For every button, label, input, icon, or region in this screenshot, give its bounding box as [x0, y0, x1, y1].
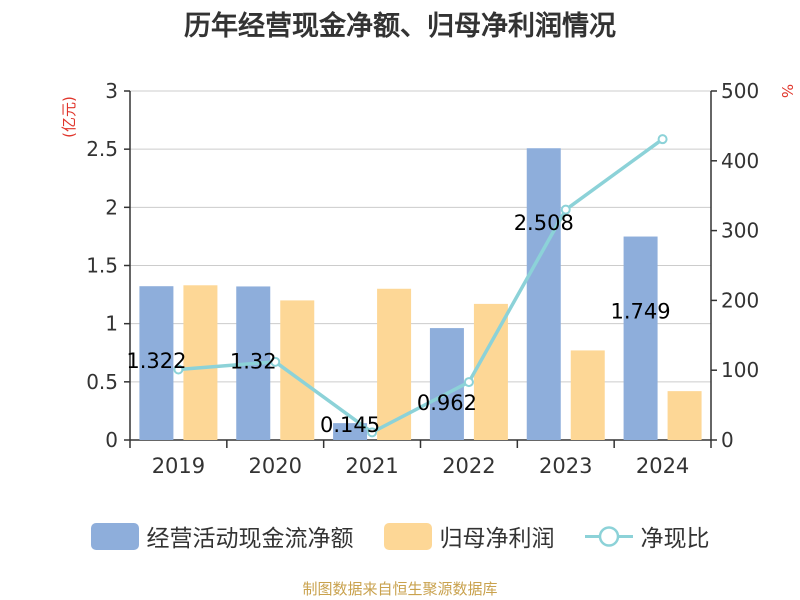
legend-label-ratio: 净现比	[640, 526, 710, 552]
ratio-point	[367, 427, 378, 438]
bar-cash	[333, 423, 368, 440]
y-left-tick-label: 0	[105, 428, 118, 452]
bar-profit	[570, 350, 605, 440]
legend: 经营活动现金流净额 归母净利润 净现比	[0, 514, 800, 558]
x-tick-label: 2024	[636, 454, 689, 478]
ratio-line	[173, 134, 668, 438]
bar-cash	[526, 148, 561, 440]
legend-swatch-profit	[383, 522, 432, 550]
x-tick-label: 2020	[249, 454, 302, 478]
data-label-cash: 1.749	[611, 300, 671, 324]
x-tick-label: 2019	[152, 454, 205, 478]
ratio-point	[463, 377, 474, 388]
y-left-tick-label: 3	[105, 79, 118, 103]
bars	[139, 148, 702, 440]
legend-item-profit[interactable]: 归母净利润	[383, 519, 555, 553]
x-tick-label: 2023	[539, 454, 592, 478]
source-note: 制图数据来自恒生聚源数据库	[302, 580, 498, 598]
data-label-cash: 1.322	[126, 349, 186, 373]
bar-cash	[623, 236, 658, 440]
y-right-tick-label: 200	[721, 288, 759, 312]
gridlines	[130, 90, 711, 383]
ratio-series-line	[178, 137, 664, 435]
data-label-cash: 0.962	[417, 391, 477, 415]
x-tick-label: 2021	[345, 454, 398, 478]
bar-cash	[139, 286, 174, 440]
legend-swatch-cash	[90, 522, 139, 550]
y-left-unit: (亿元)	[60, 96, 78, 138]
legend-item-ratio[interactable]: 净现比	[584, 519, 710, 553]
y-left-tick-label: 1.5	[86, 254, 118, 278]
y-right-tick-label: 400	[721, 149, 759, 173]
bar-profit	[183, 285, 218, 440]
data-label-cash: 2.508	[514, 211, 574, 235]
y-left-tick-label: 2	[105, 195, 118, 219]
data-labels: 1.322 1.32 0.145 0.962 2.508 1.749	[126, 211, 670, 437]
legend-item-cash[interactable]: 经营活动现金流净额	[90, 519, 354, 553]
legend-label-profit: 归母净利润	[439, 526, 555, 552]
y-right-tick-label: 100	[721, 358, 759, 382]
chart-title: 历年经营现金净额、归母净利润情况	[184, 11, 616, 42]
legend-label-cash: 经营活动现金流净额	[146, 526, 354, 552]
y-left-tick-label: 2.5	[86, 137, 118, 161]
legend-swatch-ratio	[584, 525, 633, 547]
bar-cash	[429, 328, 464, 440]
bar-profit	[377, 288, 412, 440]
data-label-cash: 1.32	[230, 349, 277, 373]
data-label-cash: 0.145	[320, 413, 380, 437]
y-right-tick-label: 500	[721, 79, 759, 103]
ratio-point	[657, 134, 668, 145]
ratio-point	[270, 356, 281, 367]
y-right-tick-label: 0	[721, 428, 734, 452]
bar-profit	[667, 391, 702, 440]
y-right-unit: %	[778, 84, 796, 98]
x-tick-label: 2022	[442, 454, 495, 478]
y-left-tick-label: 0.5	[86, 370, 118, 394]
ratio-point	[173, 364, 184, 375]
axes: 0 0.5 1 1.5 2 2.5 3 0 100 200 300 400 500 (亿元)% 2019 20…	[60, 79, 796, 478]
y-left-tick-label: 1	[105, 312, 118, 336]
ratio-point	[560, 204, 571, 215]
bar-profit	[473, 303, 508, 440]
y-right-tick-label: 300	[721, 219, 759, 243]
legend-ratio-marker	[598, 525, 619, 547]
